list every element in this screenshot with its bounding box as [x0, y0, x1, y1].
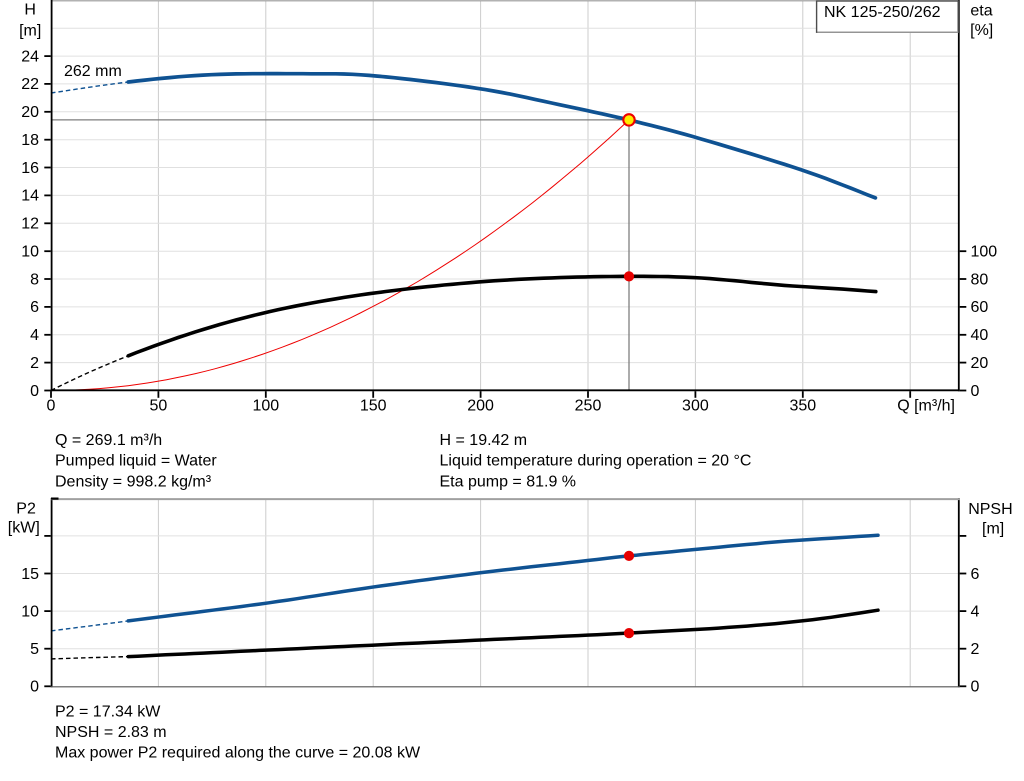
svg-text:0: 0	[30, 383, 39, 400]
svg-text:20: 20	[21, 104, 39, 121]
svg-text:NPSH: NPSH	[968, 501, 1012, 518]
svg-text:H: H	[24, 2, 36, 19]
svg-text:10: 10	[21, 243, 39, 260]
svg-text:H = 19.42 m: H = 19.42 m	[440, 432, 528, 449]
svg-text:350: 350	[789, 398, 816, 415]
svg-text:Pumped liquid = Water: Pumped liquid = Water	[55, 453, 217, 470]
svg-text:14: 14	[21, 188, 39, 205]
svg-text:60: 60	[971, 299, 989, 316]
svg-text:NPSH = 2.83 m: NPSH = 2.83 m	[55, 724, 167, 741]
svg-text:0: 0	[971, 679, 980, 696]
svg-text:4: 4	[30, 327, 39, 344]
svg-text:Q [m³/h]: Q [m³/h]	[897, 398, 955, 415]
svg-text:2: 2	[30, 355, 39, 372]
svg-text:15: 15	[21, 566, 39, 583]
svg-text:24: 24	[21, 48, 39, 65]
svg-text:6: 6	[971, 566, 980, 583]
svg-text:18: 18	[21, 132, 39, 149]
svg-text:0: 0	[30, 679, 39, 696]
svg-text:262 mm: 262 mm	[64, 63, 122, 80]
svg-text:100: 100	[971, 243, 998, 260]
svg-text:0: 0	[47, 398, 56, 415]
svg-text:8: 8	[30, 271, 39, 288]
svg-text:Q = 269.1 m³/h: Q = 269.1 m³/h	[55, 432, 162, 449]
svg-text:4: 4	[971, 603, 980, 620]
svg-text:eta: eta	[970, 3, 992, 20]
svg-text:80: 80	[971, 271, 989, 288]
svg-text:50: 50	[150, 398, 168, 415]
svg-text:12: 12	[21, 216, 39, 233]
svg-text:300: 300	[682, 398, 709, 415]
svg-text:16: 16	[21, 160, 39, 177]
svg-text:P2: P2	[16, 501, 36, 518]
svg-text:[m]: [m]	[19, 23, 41, 40]
svg-text:Max power P2 required along th: Max power P2 required along the curve = …	[55, 745, 421, 762]
svg-text:[m]: [m]	[982, 521, 1004, 538]
svg-text:100: 100	[252, 398, 279, 415]
svg-text:[%]: [%]	[970, 22, 993, 39]
svg-text:150: 150	[360, 398, 387, 415]
svg-text:22: 22	[21, 76, 39, 93]
svg-text:6: 6	[30, 299, 39, 316]
svg-text:10: 10	[21, 603, 39, 620]
svg-text:[kW]: [kW]	[8, 520, 40, 537]
svg-text:Eta pump = 81.9 %: Eta pump = 81.9 %	[440, 474, 577, 491]
svg-text:Density = 998.2 kg/m³: Density = 998.2 kg/m³	[55, 474, 212, 491]
svg-text:NK 125-250/262: NK 125-250/262	[824, 4, 941, 21]
svg-text:P2 = 17.34 kW: P2 = 17.34 kW	[55, 704, 161, 721]
svg-text:2: 2	[971, 641, 980, 658]
svg-text:250: 250	[575, 398, 602, 415]
svg-text:Liquid temperature during oper: Liquid temperature during operation = 20…	[440, 453, 752, 470]
svg-text:200: 200	[467, 398, 494, 415]
svg-text:40: 40	[971, 327, 989, 344]
svg-text:20: 20	[971, 355, 989, 372]
svg-text:5: 5	[30, 641, 39, 658]
svg-text:0: 0	[971, 383, 980, 400]
